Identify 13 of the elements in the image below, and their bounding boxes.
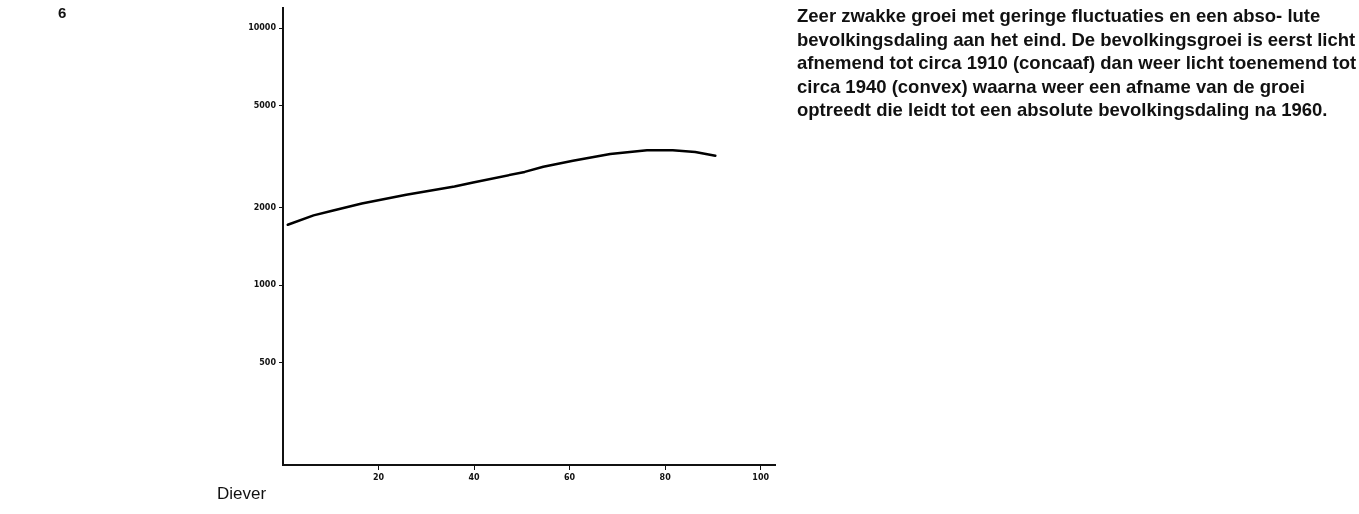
x-tick-label: 60 (564, 472, 576, 482)
x-tick-label: 80 (659, 472, 672, 482)
y-tick-label: 500 (259, 357, 277, 367)
y-tick-label: 5000 (253, 100, 277, 110)
x-tick-label: 100 (752, 472, 770, 482)
y-tick-label: 10000 (248, 23, 277, 33)
y-tick-label: 1000 (253, 280, 277, 290)
x-tick-label: 20 (372, 472, 385, 482)
text: 6 (58, 4, 67, 21)
y-tick-label: 2000 (253, 202, 277, 212)
text: Zeer zwakke groei met geringe fluctuaties en een abso- lute bevolkingsdaling aan het eind. De bevolkingsgroei is eerst licht afnemend tot circa 1910 (concaaf) dan weer licht toenemend tot circa 1940 (convex) waarna weer een afname van de groei optreedt die leidt tot een absolute bevolkingsdaling na 1960. (797, 4, 1358, 122)
x-tick-label: 40 (468, 472, 481, 482)
text: Diever (217, 484, 267, 504)
